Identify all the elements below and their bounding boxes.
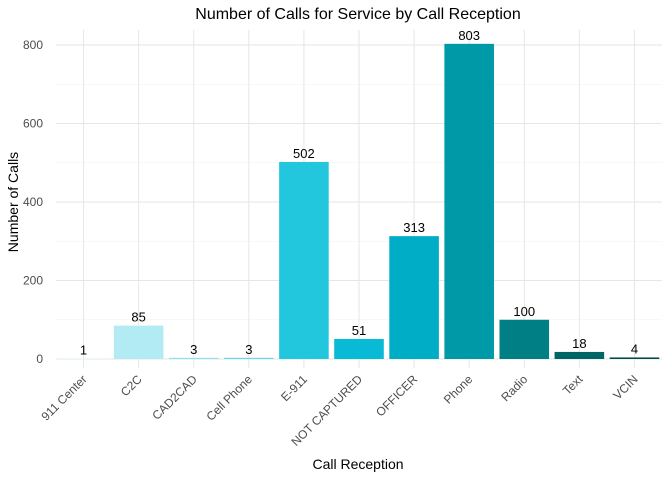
bar-officer xyxy=(389,236,439,359)
x-tick-label: Cell Phone xyxy=(204,372,256,424)
bar-text xyxy=(554,351,605,359)
y-tick-label: 400 xyxy=(23,195,43,209)
y-tick-label: 200 xyxy=(23,274,43,288)
bars xyxy=(58,43,660,360)
x-tick-label: Radio xyxy=(498,372,530,404)
data-label: 3 xyxy=(190,342,197,357)
x-tick-label: OFFICER xyxy=(373,372,420,419)
chart-title: Number of Calls for Service by Call Rece… xyxy=(195,6,520,23)
bar-vcin xyxy=(609,357,660,359)
bar-e-911 xyxy=(279,161,329,359)
bar-not-captured xyxy=(334,338,384,359)
bar-radio xyxy=(499,319,550,359)
data-label: 100 xyxy=(513,304,535,319)
x-tick-label: C2C xyxy=(118,372,145,399)
x-tick-label: CAD2CAD xyxy=(149,372,200,423)
x-tick-label: 911 Center xyxy=(38,372,89,423)
bar-cell-phone xyxy=(224,357,274,359)
y-tick-label: 800 xyxy=(23,38,43,52)
x-tick-label: VCIN xyxy=(610,372,640,402)
data-label: 18 xyxy=(572,336,586,351)
data-label: 1 xyxy=(80,343,87,358)
x-axis-title: Call Reception xyxy=(312,456,403,472)
data-label: 313 xyxy=(403,220,425,235)
x-tick-label: E-911 xyxy=(278,372,310,404)
data-label: 803 xyxy=(458,28,480,43)
data-label: 3 xyxy=(245,342,252,357)
data-label: 51 xyxy=(352,323,366,338)
bar-cad2cad xyxy=(168,357,219,359)
data-label: 85 xyxy=(131,310,145,325)
y-tick-label: 600 xyxy=(23,117,43,131)
y-tick-label: 0 xyxy=(36,352,43,366)
bar-c2c xyxy=(113,325,164,359)
y-axis-ticks: 0 200 400 600 800 xyxy=(23,38,43,366)
data-label: 4 xyxy=(631,341,638,356)
data-labels: 1 85 3 3 502 51 313 803 100 18 4 xyxy=(80,28,638,358)
data-label: 502 xyxy=(293,146,315,161)
y-axis-title: Number of Calls xyxy=(5,152,21,252)
bar-911-center xyxy=(58,358,109,360)
x-tick-label: Text xyxy=(560,372,586,398)
gridlines xyxy=(56,30,662,368)
bar-phone xyxy=(444,43,494,359)
x-tick-label: Phone xyxy=(441,372,476,407)
